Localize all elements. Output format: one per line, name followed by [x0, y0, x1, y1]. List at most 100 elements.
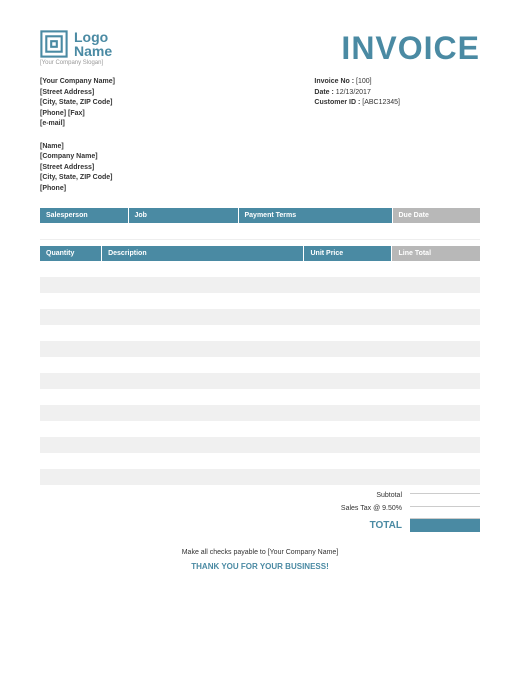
table-cell — [40, 325, 102, 341]
table-cell — [40, 405, 102, 421]
table-row — [40, 325, 480, 341]
table-row — [40, 373, 480, 389]
table-cell — [102, 469, 304, 485]
company-street: [Street Address] — [40, 88, 115, 99]
table-row — [40, 453, 480, 469]
table-cell — [304, 469, 392, 485]
total-label: TOTAL — [320, 520, 410, 531]
meta-due — [392, 223, 480, 240]
company-city: [City, State, ZIP Code] — [40, 98, 115, 109]
table-cell — [40, 437, 102, 453]
table-cell — [40, 373, 102, 389]
total-value — [410, 518, 480, 532]
table-row — [40, 469, 480, 485]
logo-text-1: Logo — [74, 30, 112, 44]
table-cell — [304, 421, 392, 437]
meta-terms — [238, 223, 392, 240]
inv-date-label: Date : — [314, 89, 333, 96]
table-cell — [392, 325, 480, 341]
table-cell — [102, 341, 304, 357]
table-cell — [392, 389, 480, 405]
table-cell — [102, 373, 304, 389]
items-table: Quantity Description Unit Price Line Tot… — [40, 246, 480, 485]
footer-payable: Make all checks payable to [Your Company… — [40, 549, 480, 556]
company-name: [Your Company Name] — [40, 77, 115, 88]
table-cell — [40, 309, 102, 325]
bill-company: [Company Name] — [40, 152, 480, 163]
table-cell — [304, 325, 392, 341]
bill-to: [Name] [Company Name] [Street Address] [… — [40, 142, 480, 195]
table-cell — [40, 453, 102, 469]
table-row — [40, 421, 480, 437]
table-cell — [40, 261, 102, 277]
th-desc: Description — [102, 246, 304, 261]
table-row — [40, 357, 480, 373]
table-cell — [304, 277, 392, 293]
table-cell — [304, 453, 392, 469]
meta-job — [128, 223, 238, 240]
inv-no-label: Invoice No : — [314, 78, 354, 85]
table-cell — [392, 469, 480, 485]
table-cell — [102, 309, 304, 325]
table-cell — [102, 293, 304, 309]
table-cell — [392, 373, 480, 389]
table-cell — [392, 261, 480, 277]
bill-city: [City, State, ZIP Code] — [40, 173, 480, 184]
total-row: TOTAL — [40, 515, 480, 535]
table-row — [40, 309, 480, 325]
table-cell — [40, 389, 102, 405]
bill-name: [Name] — [40, 142, 480, 153]
meta-salesperson — [40, 223, 128, 240]
meta-row — [40, 223, 480, 240]
info-row: [Your Company Name] [Street Address] [Ci… — [40, 77, 480, 130]
table-cell — [304, 405, 392, 421]
table-cell — [392, 437, 480, 453]
table-cell — [102, 357, 304, 373]
table-cell — [102, 389, 304, 405]
table-cell — [304, 261, 392, 277]
th-job: Job — [128, 208, 238, 223]
bill-phone: [Phone] — [40, 184, 480, 195]
table-cell — [102, 453, 304, 469]
invoice-meta: Invoice No : [100] Date : 12/13/2017 Cus… — [314, 77, 480, 130]
table-cell — [392, 293, 480, 309]
table-cell — [304, 309, 392, 325]
tax-label: Sales Tax @ 9.50% — [320, 505, 410, 512]
table-cell — [40, 357, 102, 373]
company-email: [e-mail] — [40, 119, 115, 130]
subtotal-label: Subtotal — [320, 492, 410, 499]
meta-table: Salesperson Job Payment Terms Due Date — [40, 208, 480, 240]
table-cell — [102, 325, 304, 341]
inv-date-value: 12/13/2017 — [336, 89, 371, 96]
tax-row: Sales Tax @ 9.50% — [40, 502, 480, 515]
subtotal-value — [410, 493, 480, 498]
table-row — [40, 341, 480, 357]
table-cell — [102, 277, 304, 293]
table-cell — [392, 309, 480, 325]
table-cell — [304, 373, 392, 389]
table-cell — [392, 405, 480, 421]
table-cell — [392, 341, 480, 357]
tax-value — [410, 506, 480, 511]
table-cell — [304, 357, 392, 373]
logo-text-2: Name — [74, 44, 112, 58]
table-cell — [102, 421, 304, 437]
table-cell — [304, 341, 392, 357]
table-cell — [304, 437, 392, 453]
table-cell — [102, 405, 304, 421]
table-row — [40, 437, 480, 453]
table-row — [40, 277, 480, 293]
th-price: Unit Price — [304, 246, 392, 261]
inv-cust-value: [ABC12345] — [362, 99, 400, 106]
table-row — [40, 405, 480, 421]
table-cell — [102, 261, 304, 277]
company-info: [Your Company Name] [Street Address] [Ci… — [40, 77, 115, 130]
table-cell — [40, 277, 102, 293]
th-qty: Quantity — [40, 246, 102, 261]
table-row — [40, 261, 480, 277]
header: Logo Name [Your Company Slogan] INVOICE — [40, 30, 480, 67]
table-cell — [40, 341, 102, 357]
company-slogan: [Your Company Slogan] — [40, 60, 112, 66]
table-cell — [40, 469, 102, 485]
table-row — [40, 293, 480, 309]
